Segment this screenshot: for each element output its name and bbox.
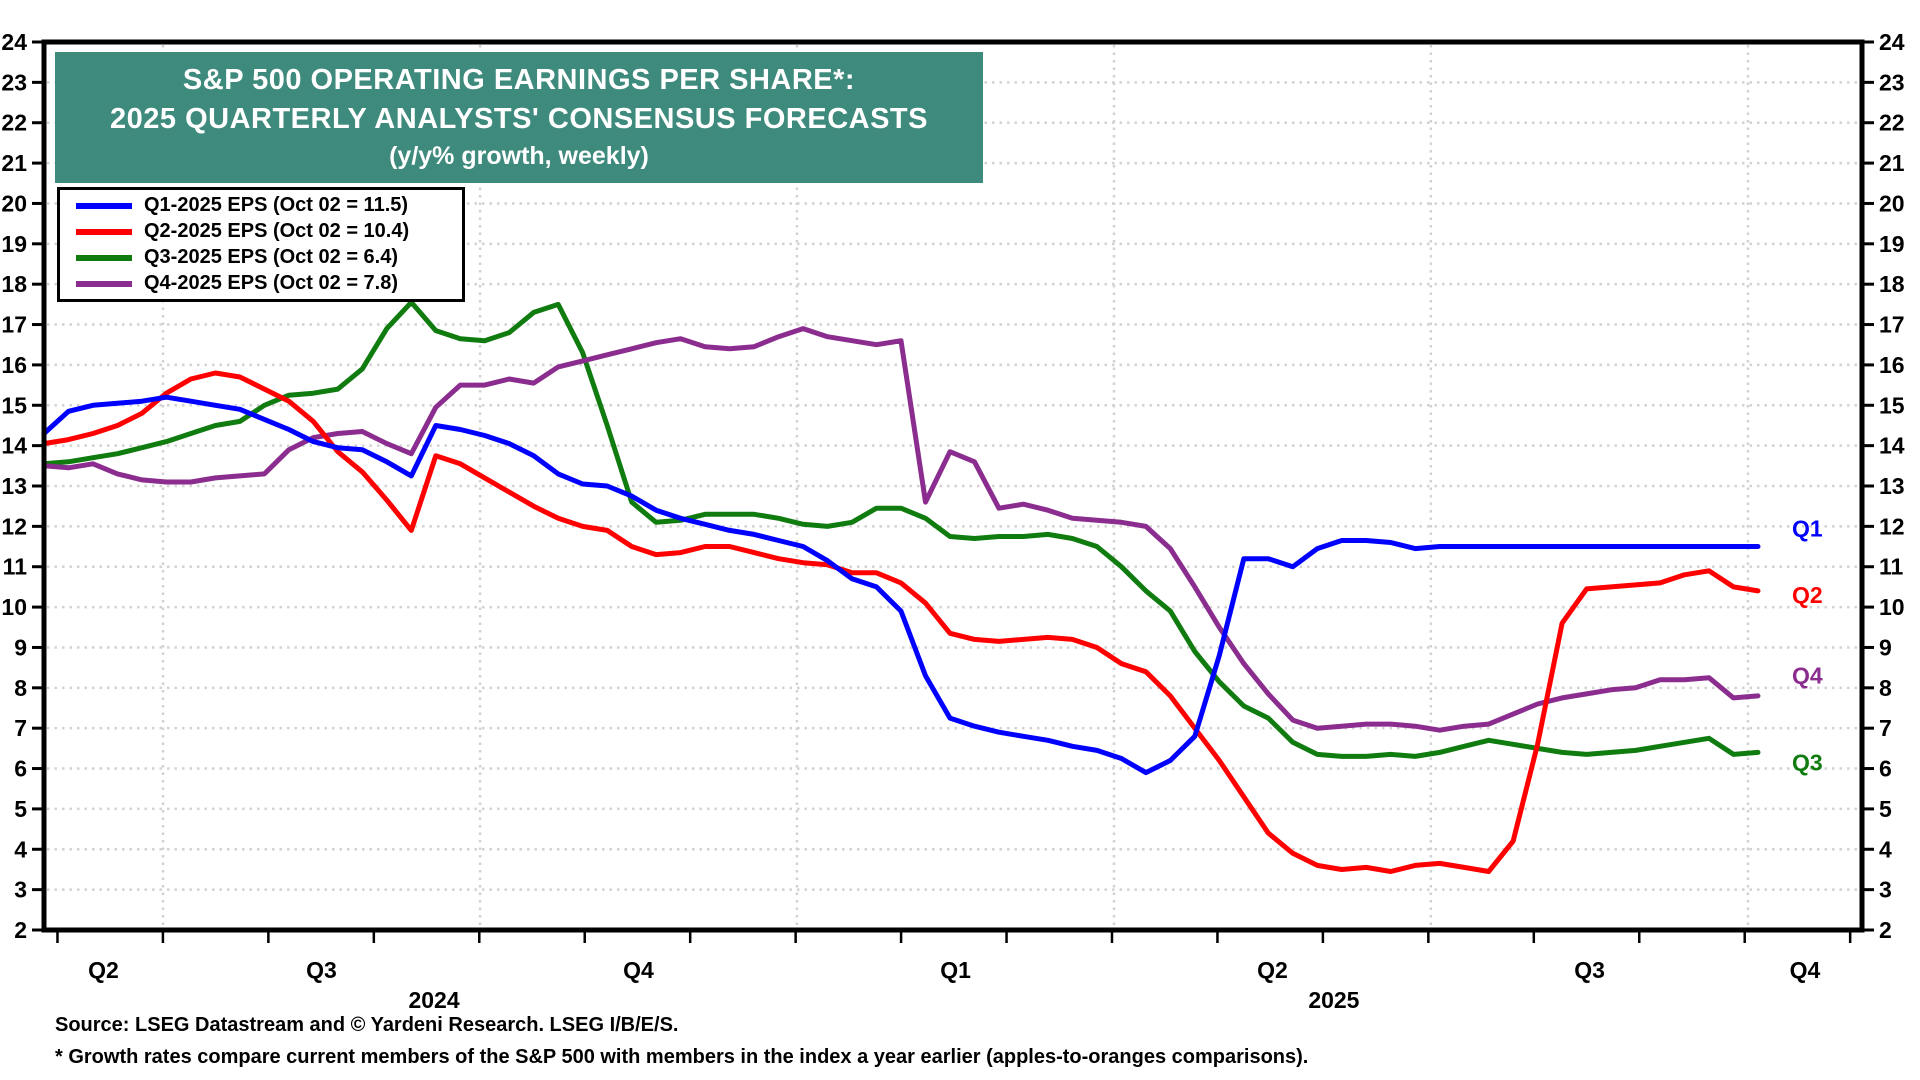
series-line-q3 [41,299,1761,759]
y-axis-label-left: 5 [14,796,27,822]
y-axis-label-left: 4 [14,836,27,862]
y-axis-label-left: 15 [1,392,27,418]
y-axis-label-right: 3 [1879,877,1892,903]
y-axis-label-left: 21 [1,150,27,176]
series-end-label-q1: Q1 [1792,515,1823,541]
y-axis-label-left: 3 [14,877,27,903]
y-axis-label-right: 5 [1879,796,1892,822]
legend-label: Q2-2025 EPS (Oct 02 = 10.4) [144,220,410,242]
y-axis-label-left: 9 [14,634,27,660]
legend-line-swatch [76,280,132,287]
y-axis-label-right: 7 [1879,715,1892,741]
chart-title-line1: S&P 500 OPERATING EARNINGS PER SHARE*: [182,64,856,96]
y-axis-label-right: 12 [1879,513,1905,539]
x-axis-quarter-label: Q4 [1790,957,1821,983]
x-axis-year-label: 2024 [408,987,459,1013]
y-axis-label-right: 20 [1879,190,1905,216]
y-axis-label-right: 8 [1879,675,1892,701]
y-axis-label-right: 21 [1879,150,1905,176]
y-axis-label-left: 23 [1,69,27,95]
y-axis-label-left: 11 [3,554,28,580]
y-axis-label-right: 16 [1879,352,1905,378]
y-axis-label-right: 18 [1879,271,1905,297]
y-axis-label-left: 16 [1,352,27,378]
y-axis-label-right: 14 [1879,433,1905,459]
series-line-q1 [41,394,1761,776]
legend-line-swatch [76,202,132,209]
legend-item: Q4-2025 EPS (Oct 02 = 7.8) [60,271,462,296]
x-axis-quarter-label: Q4 [623,957,654,983]
series-line-q4 [41,326,1761,733]
y-axis-label-right: 19 [1879,231,1905,257]
plot-frame [41,39,1865,933]
series-end-label-q2: Q2 [1792,582,1823,608]
y-axis-label-left: 22 [1,110,27,136]
y-axis-label-right: 4 [1879,836,1892,862]
y-axis-label-right: 10 [1879,594,1905,620]
y-axis-label-left: 24 [1,29,27,55]
footnote: * Growth rates compare current members o… [55,1046,1309,1068]
y-axis-label-left: 19 [1,231,27,257]
y-axis-label-left: 12 [1,513,27,539]
x-axis-quarter-label: Q3 [1574,957,1605,983]
y-axis-label-left: 18 [1,271,27,297]
source-attribution: Source: LSEG Datastream and © Yardeni Re… [55,1014,679,1036]
y-axis-label-right: 13 [1879,473,1905,499]
x-axis-quarter-label: Q3 [306,957,337,983]
x-axis-quarter-label: Q2 [88,957,119,983]
x-axis-quarter-label: Q1 [940,957,971,983]
y-axis-label-left: 14 [1,433,27,459]
y-axis-label-left: 2 [14,917,27,943]
chart-title-box: S&P 500 OPERATING EARNINGS PER SHARE*: 2… [55,52,983,183]
y-axis-label-right: 23 [1879,69,1905,95]
legend-label: Q4-2025 EPS (Oct 02 = 7.8) [144,272,399,294]
legend-item: Q2-2025 EPS (Oct 02 = 10.4) [60,219,462,244]
y-axis-label-right: 17 [1879,312,1905,338]
y-axis-label-right: 6 [1879,756,1892,782]
y-axis-label-left: 8 [14,675,27,701]
legend-item: Q3-2025 EPS (Oct 02 = 6.4) [60,245,462,270]
y-axis-label-right: 9 [1879,634,1892,660]
chart-title-subtitle: (y/y% growth, weekly) [389,142,649,170]
y-axis-label-left: 13 [1,473,27,499]
y-axis-label-left: 6 [14,756,27,782]
legend-item: Q1-2025 EPS (Oct 02 = 11.5) [60,193,462,218]
legend-label: Q3-2025 EPS (Oct 02 = 6.4) [144,246,399,268]
series-line-q2 [41,370,1761,874]
y-axis-label-right: 24 [1879,29,1905,55]
y-axis-label-right: 2 [1879,917,1892,943]
y-axis-label-right: 15 [1879,392,1905,418]
legend-label: Q1-2025 EPS (Oct 02 = 11.5) [144,194,409,216]
legend-line-swatch [76,228,132,235]
series-end-label-q4: Q4 [1792,663,1823,689]
legend-line-swatch [76,254,132,261]
y-axis-label-right: 11 [1879,554,1904,580]
series-end-label-q3: Q3 [1792,749,1823,775]
y-axis-label-left: 17 [1,312,27,338]
y-axis-label-left: 10 [1,594,27,620]
y-axis-label-right: 22 [1879,110,1905,136]
y-axis-label-left: 20 [1,190,27,216]
x-axis-quarter-label: Q2 [1257,957,1288,983]
x-axis-year-label: 2025 [1308,987,1359,1013]
chart-title-line2: 2025 QUARTERLY ANALYSTS' CONSENSUS FOREC… [110,103,928,135]
y-axis-label-left: 7 [14,715,27,741]
chart-legend: Q1-2025 EPS (Oct 02 = 11.5) Q2-2025 EPS (… [57,187,465,302]
